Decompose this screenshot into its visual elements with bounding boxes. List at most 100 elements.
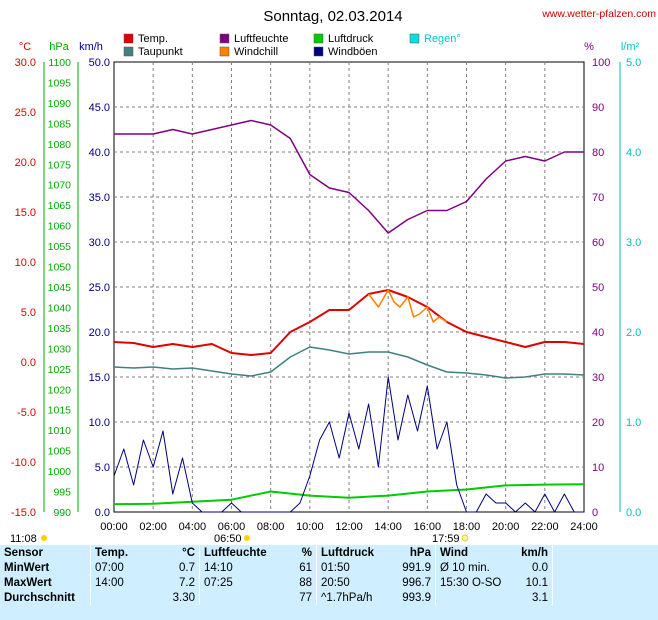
legend-swatch-6 xyxy=(313,46,324,57)
series-windchill xyxy=(368,289,448,323)
stats-avg-humidity-time xyxy=(199,590,278,605)
pressure-tick-7: 1065 xyxy=(48,200,72,212)
humidity-tick-7: 30 xyxy=(592,372,604,384)
stats-max-humidity-time: 07:25 xyxy=(199,575,278,590)
x-tick-1: 02:00 xyxy=(139,521,167,533)
wind-tick-0: 50.0 xyxy=(89,57,110,69)
stats-header-humidity-unit: % xyxy=(301,546,312,559)
stats-min-wind-label: Ø 10 min. xyxy=(435,560,506,575)
pressure-tick-21: 995 xyxy=(53,487,71,499)
x-tick-2: 04:00 xyxy=(179,521,207,533)
sunset-time: 17:59 xyxy=(432,533,460,545)
moon-icon xyxy=(41,535,47,541)
x-tick-9: 18:00 xyxy=(453,521,481,533)
stats-avg-pressure: 993.9 xyxy=(402,591,431,604)
humidity-tick-6: 40 xyxy=(592,327,604,339)
series-luftfeuchte xyxy=(114,119,584,234)
humidity-tick-0: 100 xyxy=(592,57,610,69)
unit-rain: l/m² xyxy=(621,41,640,53)
wind-tick-1: 45.0 xyxy=(89,102,110,114)
temp-tick-6: 0.0 xyxy=(21,357,36,369)
rain-tick-2: 3.0 xyxy=(626,237,641,249)
stats-avg-wind-label xyxy=(435,590,506,605)
stats-min-temp-time: 07:00 xyxy=(90,560,155,575)
stats-max-humidity: 88 xyxy=(299,576,312,589)
pressure-tick-10: 1050 xyxy=(48,262,72,274)
stats-min-temp: 0.7 xyxy=(179,561,195,574)
stats-min-humidity-time: 14:10 xyxy=(199,560,278,575)
temp-tick-3: 15.0 xyxy=(15,207,36,219)
stats-header-wind: Wind xyxy=(435,545,506,560)
pressure-tick-3: 1085 xyxy=(48,118,72,130)
stats-panel: Sensor Temp. °C Luftfeuchte % Luftdruck … xyxy=(0,545,658,620)
rain-tick-5: 0.0 xyxy=(626,507,641,519)
x-tick-7: 14:00 xyxy=(374,521,402,533)
stats-min-humidity: 61 xyxy=(299,561,312,574)
stats-min-wind: 0.0 xyxy=(532,561,548,574)
humidity-tick-2: 80 xyxy=(592,147,604,159)
stats-header-wind-unit: km/h xyxy=(521,546,548,559)
pressure-tick-12: 1040 xyxy=(48,302,72,314)
stats-avg-label: Durchschnitt xyxy=(4,591,75,604)
humidity-tick-10: 0 xyxy=(592,507,598,519)
stats-header-humidity: Luftfeuchte xyxy=(199,545,278,560)
x-axis: 00:00 02:00 04:00 06:00 08:00 10:00 12:00 14:00… xyxy=(100,521,598,533)
stats-avg-pressure-trend: ^1.7hPa/h xyxy=(316,590,385,605)
temp-tick-4: 10.0 xyxy=(15,257,36,269)
stats-min-label: MinWert xyxy=(4,561,50,574)
unit-humidity: % xyxy=(584,41,594,53)
wind-tick-4: 30.0 xyxy=(89,237,110,249)
pressure-tick-1: 1095 xyxy=(48,77,72,89)
series-taupunkt xyxy=(113,346,585,379)
pressure-tick-14: 1030 xyxy=(48,343,72,355)
stats-max-temp-time: 14:00 xyxy=(90,575,155,590)
pressure-tick-16: 1020 xyxy=(48,384,72,396)
rain-tick-4: 1.0 xyxy=(626,417,641,429)
temp-tick-1: 25.0 xyxy=(15,107,36,119)
legend-swatch-4 xyxy=(123,46,134,57)
legend-label-3: Regen° xyxy=(424,33,461,45)
temp-tick-7: -5.0 xyxy=(17,407,36,419)
stats-row-avg: Durchschnitt 3.30 77 ^1.7hPa/h 993.9 3.1 xyxy=(0,590,641,605)
stats-max-pressure-time: 20:50 xyxy=(316,575,385,590)
x-tick-0: 00:00 xyxy=(100,521,128,533)
unit-pressure: hPa xyxy=(49,41,69,53)
rain-tick-1: 4.0 xyxy=(626,147,641,159)
pressure-tick-9: 1055 xyxy=(48,241,72,253)
sunrise-icon xyxy=(244,535,250,541)
stats-max-wind: 10.1 xyxy=(525,576,548,589)
stats-row-min: MinWert 07:00 0.7 14:10 61 01:50 991.9 Ø… xyxy=(0,560,641,575)
pressure-tick-17: 1015 xyxy=(48,405,72,417)
legend-swatch-2 xyxy=(313,33,324,44)
pressure-tick-11: 1045 xyxy=(48,282,72,294)
temp-tick-8: -10.0 xyxy=(11,457,36,469)
pressure-tick-8: 1060 xyxy=(48,221,72,233)
stats-header-pressure-unit: hPa xyxy=(409,546,431,559)
wind-tick-10: 0.0 xyxy=(95,507,110,519)
stats-avg-temp: 3.30 xyxy=(172,591,195,604)
legend-label-2: Luftdruck xyxy=(328,33,374,45)
stats-avg-humidity: 77 xyxy=(299,591,312,604)
chart-title: Sonntag, 02.03.2014 xyxy=(263,8,402,25)
legend-swatch-5 xyxy=(219,46,230,57)
wind-tick-3: 35.0 xyxy=(89,192,110,204)
axis-units: °C hPa km/h% l/m² xyxy=(19,41,640,53)
stats-header-temp: Temp. xyxy=(90,545,155,560)
unit-temp: °C xyxy=(19,41,31,53)
stats-avg-wind: 3.1 xyxy=(532,591,548,604)
sun-markers: 11:08 06:50 17:59 xyxy=(10,533,469,545)
rain-tick-3: 2.0 xyxy=(626,327,641,339)
series-temp xyxy=(113,289,585,356)
stats-row-max: MaxWert 14:00 7.2 07:25 88 20:50 996.7 1… xyxy=(0,575,641,590)
chart-legend: Temp. Luftfeuchte Luftdruck Regen° Taupunkt W… xyxy=(123,33,461,58)
legend-label-0: Temp. xyxy=(138,33,168,45)
x-tick-8: 16:00 xyxy=(414,521,442,533)
stats-header-row: Sensor Temp. °C Luftfeuchte % Luftdruck … xyxy=(0,545,641,560)
wind-tick-8: 10.0 xyxy=(89,417,110,429)
humidity-tick-8: 20 xyxy=(592,417,604,429)
website-link[interactable]: www.wetter-pfalzen.com xyxy=(541,8,656,20)
rain-tick-0: 5.0 xyxy=(626,57,641,69)
grid-lines xyxy=(114,62,584,512)
stats-header-pressure: Luftdruck xyxy=(316,545,385,560)
wind-tick-6: 20.0 xyxy=(89,327,110,339)
